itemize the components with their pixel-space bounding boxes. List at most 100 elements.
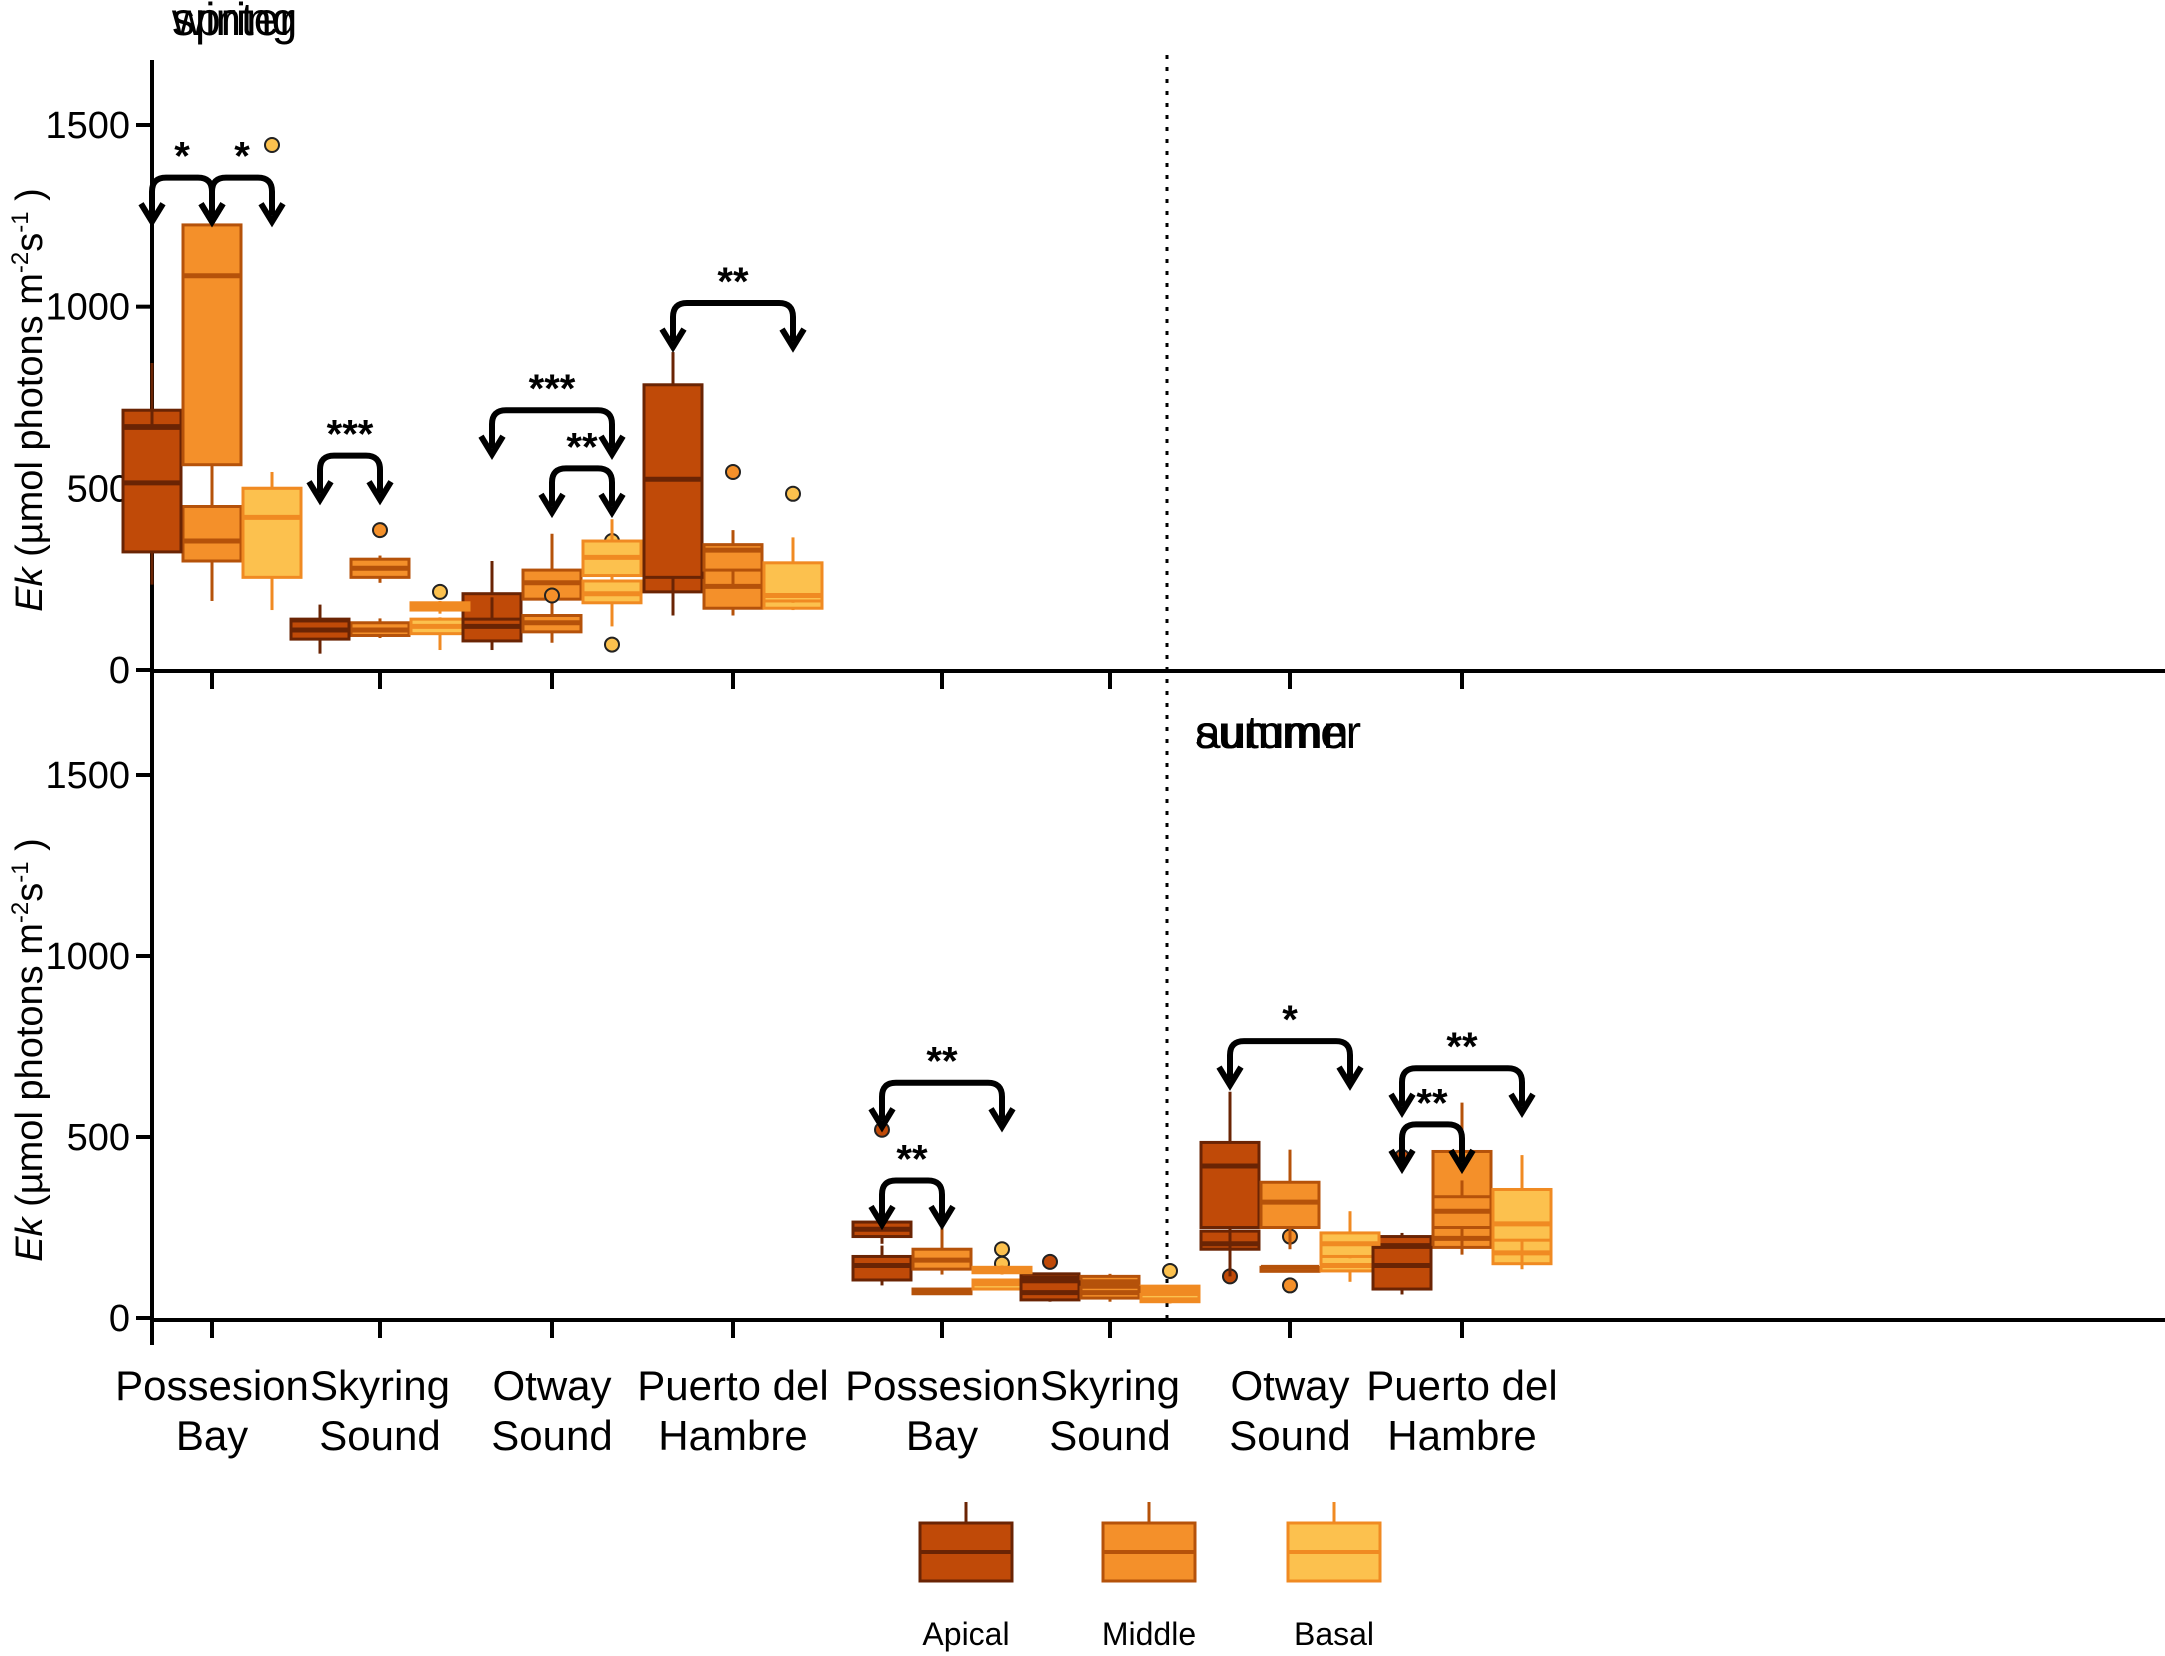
bracket-arrowhead bbox=[659, 327, 687, 353]
axes-layer bbox=[150, 55, 2165, 1345]
x-category-label: Possesion bbox=[115, 1362, 309, 1409]
bracket-arrowhead bbox=[1388, 1092, 1416, 1118]
bracket-arrowhead bbox=[868, 1107, 896, 1133]
outlier-point bbox=[372, 522, 388, 539]
box-apical bbox=[1199, 1140, 1261, 1230]
bracket-arrowhead bbox=[928, 1204, 956, 1231]
box-apical bbox=[851, 1254, 913, 1282]
x-category-label: Sound bbox=[1229, 1412, 1350, 1459]
season-label: autumn bbox=[1195, 706, 1348, 758]
box-apical bbox=[1371, 1245, 1433, 1291]
bracket-arrowhead bbox=[478, 434, 506, 460]
bracket-arrowhead bbox=[988, 1107, 1016, 1133]
legend-label: Basal bbox=[1294, 1616, 1374, 1652]
significance-bracket bbox=[1227, 1038, 1353, 1080]
x-category-label: Puerto del bbox=[1366, 1362, 1557, 1409]
outlier-point bbox=[544, 587, 560, 604]
significance-bracket bbox=[879, 1177, 945, 1219]
season-label: summer bbox=[1195, 706, 1361, 758]
outlier-point bbox=[432, 583, 448, 600]
x-category-label: Hambre bbox=[1387, 1412, 1536, 1459]
y-tick-label: 500 bbox=[67, 1117, 130, 1159]
significance-bracket bbox=[670, 300, 796, 342]
significance-bracket bbox=[549, 465, 615, 507]
bracket-arrowhead bbox=[1336, 1065, 1364, 1091]
outlier-point bbox=[1282, 1277, 1298, 1294]
x-category-label: Sound bbox=[319, 1412, 440, 1459]
x-category-label: Otway bbox=[1230, 1362, 1349, 1409]
x-category-label: Sound bbox=[491, 1412, 612, 1459]
box-plots bbox=[121, 136, 1553, 1304]
significance-label: ** bbox=[717, 260, 749, 304]
y-axis-title: Ek (µmol photons m-2s-1 ) bbox=[7, 838, 51, 1262]
significance-label: *** bbox=[529, 367, 576, 411]
y-axis-titles: Ek (µmol photons m-2s-1 ) Ek (µmol photon… bbox=[7, 188, 51, 1262]
bracket-arrowhead bbox=[1508, 1092, 1536, 1118]
x-category-label: Sound bbox=[1049, 1412, 1170, 1459]
significance-label: ** bbox=[896, 1137, 928, 1181]
outlier-point bbox=[785, 485, 801, 502]
box-middle bbox=[1259, 1180, 1321, 1229]
bracket-arrowhead bbox=[138, 202, 166, 228]
significance-label: ** bbox=[566, 425, 598, 469]
box-apical bbox=[121, 426, 183, 554]
bracket-arrowhead bbox=[258, 202, 286, 228]
box-basal bbox=[241, 486, 303, 579]
outlier-point bbox=[994, 1241, 1010, 1258]
box-middle bbox=[181, 223, 243, 467]
significance-label: * bbox=[1282, 998, 1298, 1042]
outlier-point bbox=[264, 136, 280, 153]
legend-label: Apical bbox=[922, 1616, 1009, 1652]
x-ticks: PossesionBaySkyringSoundOtwaySoundPuerto… bbox=[115, 671, 1558, 1459]
bracket-arrowhead bbox=[1388, 1148, 1416, 1175]
y-tick-label: 500 bbox=[67, 468, 130, 510]
significance-label: ** bbox=[1416, 1081, 1448, 1125]
bracket-arrowhead bbox=[198, 202, 226, 228]
significance-bracket bbox=[209, 174, 275, 216]
y-tick-label: 0 bbox=[109, 650, 130, 692]
significance-bracket bbox=[879, 1079, 1005, 1121]
season-label: winter bbox=[171, 0, 295, 45]
bracket-arrowhead bbox=[868, 1204, 896, 1231]
box-basal bbox=[1491, 1187, 1553, 1242]
season-label: spring bbox=[172, 0, 297, 45]
significance-bracket bbox=[1399, 1121, 1465, 1163]
x-category-label: Hambre bbox=[658, 1412, 807, 1459]
x-category-label: Puerto del bbox=[637, 1362, 828, 1409]
y-tick-label: 1000 bbox=[45, 287, 130, 329]
significance-label: *** bbox=[327, 413, 374, 457]
bracket-arrowhead bbox=[1216, 1065, 1244, 1091]
box-apical bbox=[461, 617, 523, 643]
y-ticks: 0 500 1000 1500 0 500 1000 1500 bbox=[45, 105, 152, 1340]
x-category-label: Otway bbox=[492, 1362, 611, 1409]
x-category-label: Bay bbox=[906, 1412, 978, 1459]
bracket-arrowhead bbox=[306, 480, 334, 506]
outlier-point bbox=[725, 463, 741, 480]
x-category-label: Possesion bbox=[845, 1362, 1039, 1409]
significance-brackets: *** ****************** bbox=[138, 135, 1536, 1231]
x-category-label: Skyring bbox=[310, 1362, 450, 1409]
significance-bracket bbox=[1399, 1065, 1525, 1107]
significance-label: * bbox=[174, 135, 190, 179]
bracket-arrowhead bbox=[1448, 1148, 1476, 1175]
outlier-point bbox=[1042, 1253, 1058, 1270]
significance-label: * bbox=[234, 135, 250, 179]
y-tick-label: 1500 bbox=[45, 105, 130, 147]
bracket-arrowhead bbox=[779, 327, 807, 353]
outlier-point bbox=[1162, 1262, 1178, 1279]
significance-bracket bbox=[317, 452, 383, 494]
y-axis-title: Ek (µmol photons m-2s-1 ) bbox=[7, 188, 51, 612]
significance-label: ** bbox=[1446, 1025, 1478, 1069]
legend: Apical Middle Basal bbox=[918, 1502, 1382, 1652]
x-category-label: Skyring bbox=[1040, 1362, 1180, 1409]
outlier-point bbox=[604, 636, 620, 653]
y-tick-label: 1500 bbox=[45, 755, 130, 797]
bracket-arrowhead bbox=[366, 480, 394, 506]
significance-label: ** bbox=[926, 1040, 958, 1084]
y-tick-label: 1000 bbox=[45, 936, 130, 978]
bracket-arrowhead bbox=[538, 492, 566, 519]
y-tick-label: 0 bbox=[109, 1298, 130, 1340]
legend-label: Middle bbox=[1102, 1616, 1196, 1652]
bracket-arrowhead bbox=[598, 434, 626, 460]
